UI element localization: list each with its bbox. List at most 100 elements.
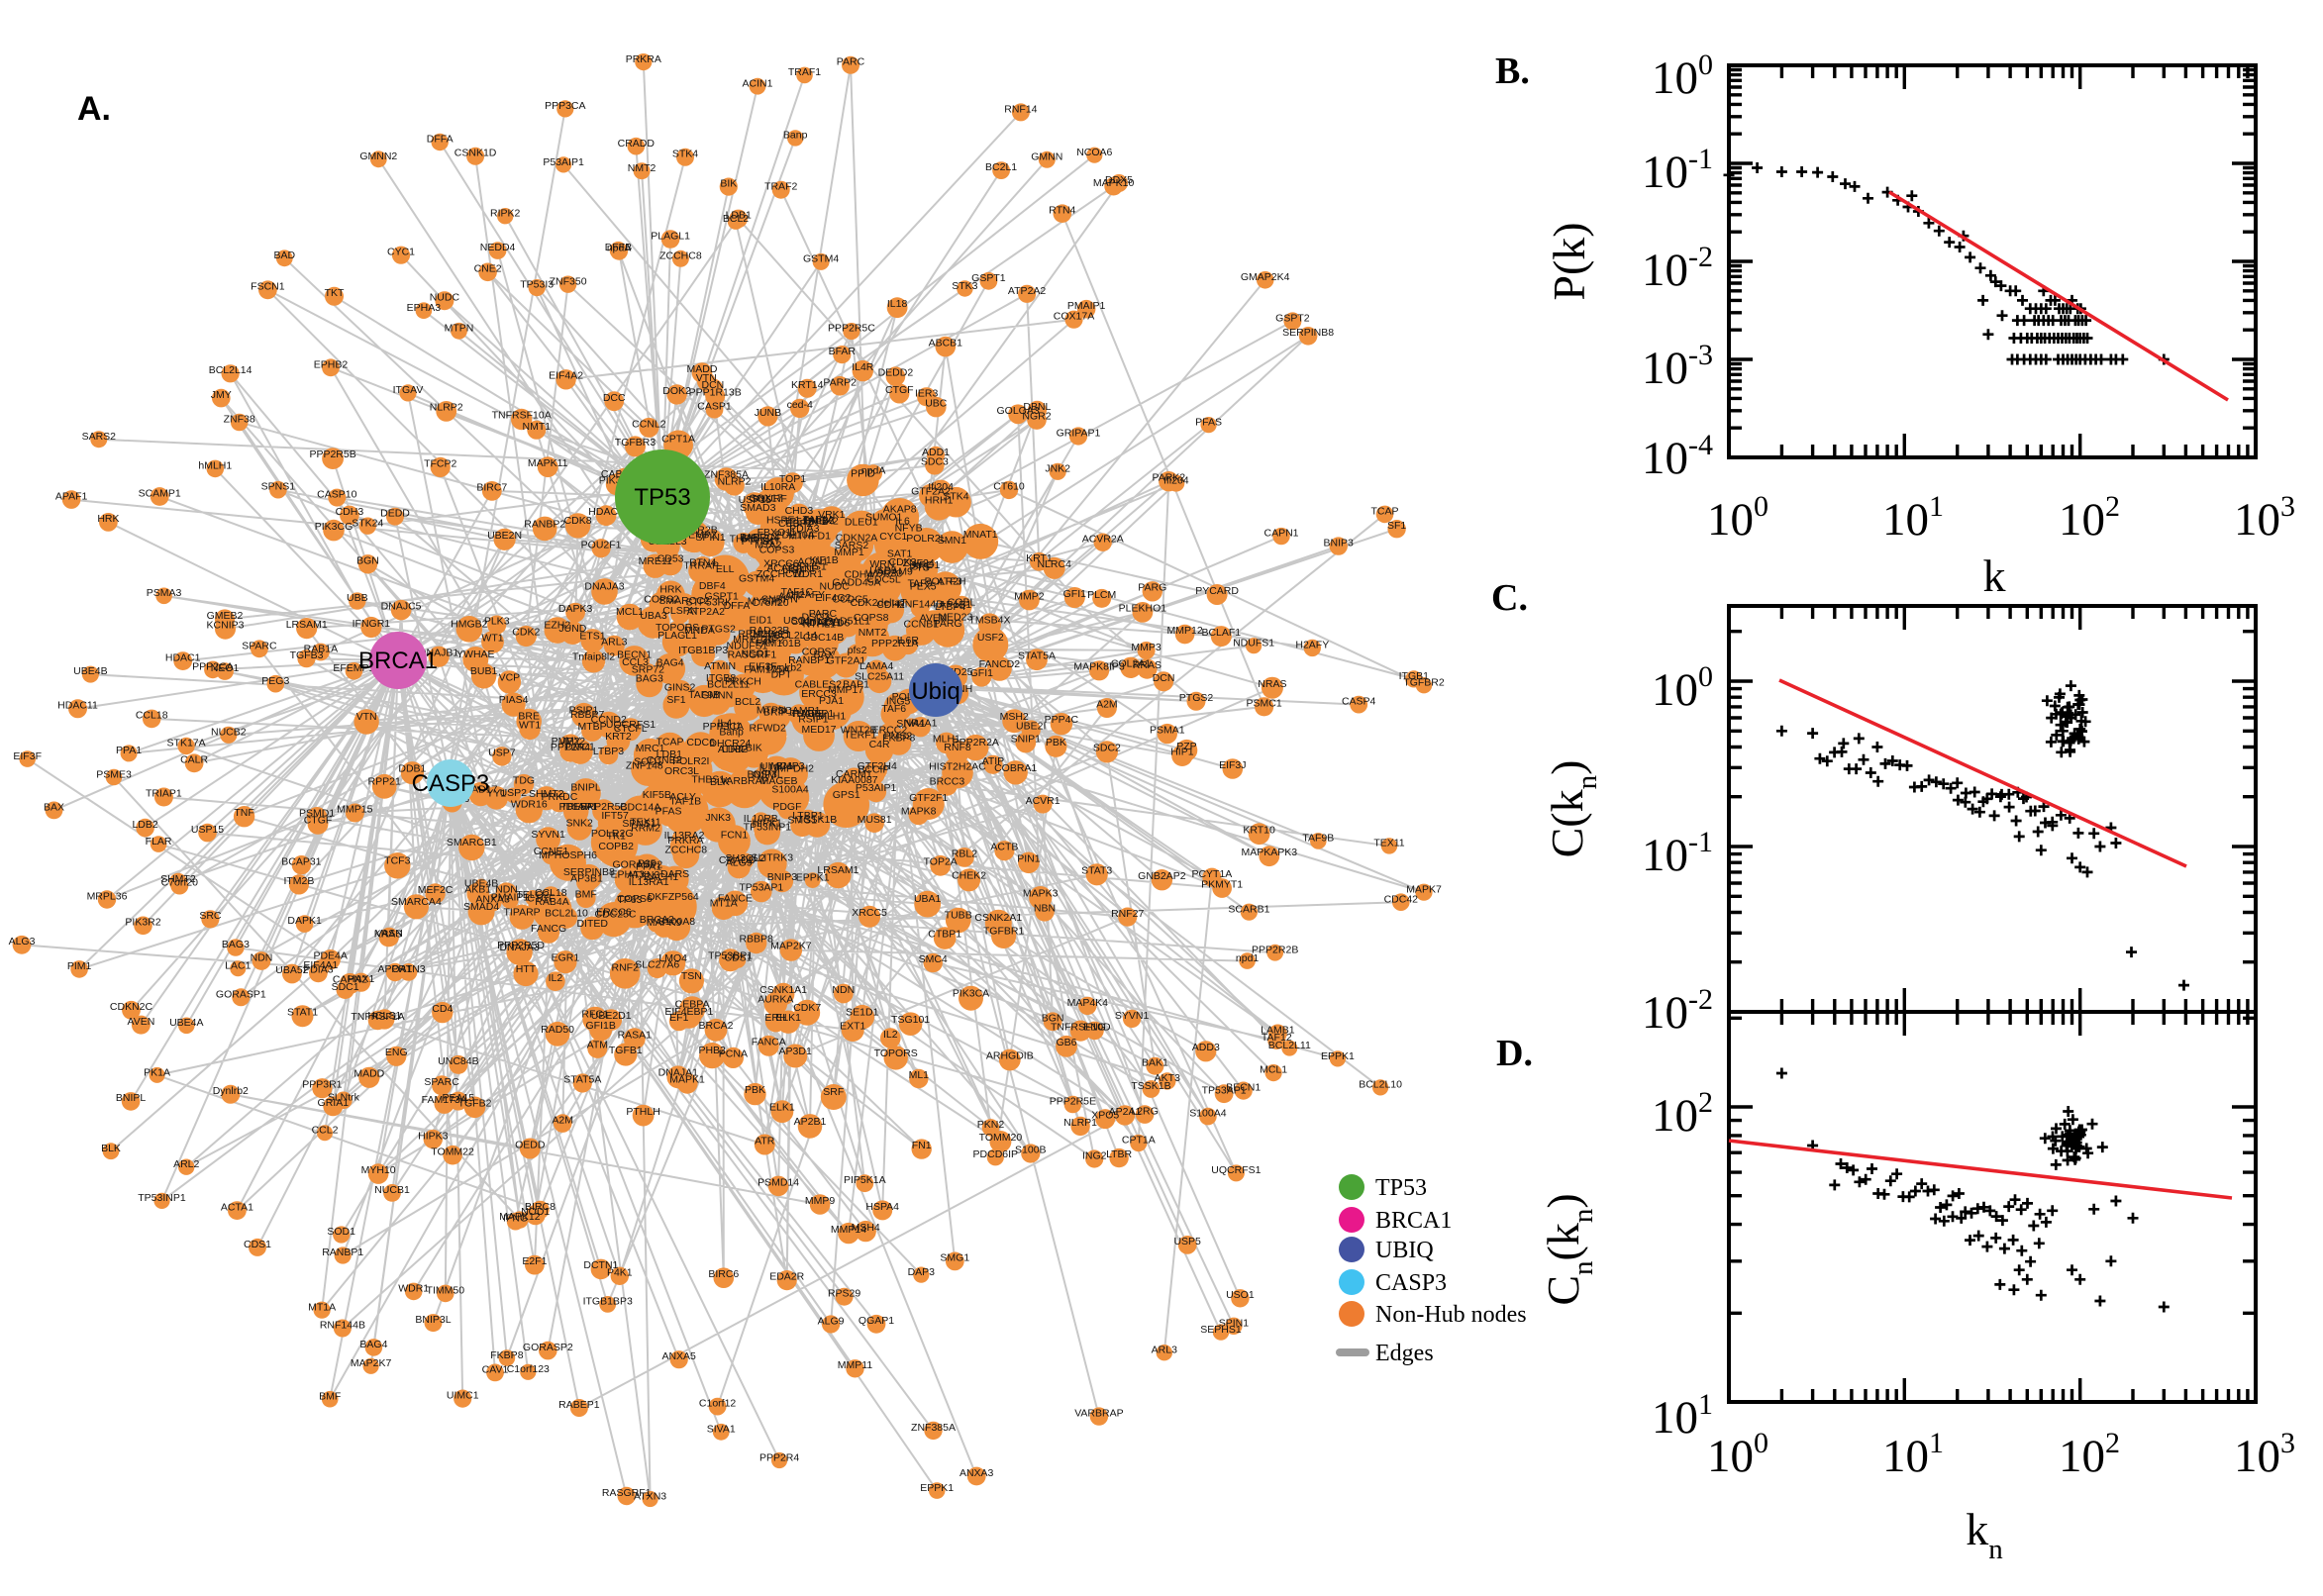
svg-text:SF1: SF1 — [1387, 520, 1406, 532]
svg-text:MRPL36: MRPL36 — [87, 890, 128, 902]
svg-text:NP: NP — [804, 563, 819, 575]
svg-text:MNAT1: MNAT1 — [963, 529, 998, 541]
svg-text:MUS81: MUS81 — [858, 814, 892, 826]
svg-text:SCAMP1: SCAMP1 — [139, 487, 181, 499]
svg-text:TNFRSF10A: TNFRSF10A — [492, 410, 552, 422]
svg-text:PPP4C: PPP4C — [1045, 714, 1079, 726]
svg-text:CDC14A: CDC14A — [620, 801, 660, 813]
svg-text:PHB2: PHB2 — [698, 1045, 726, 1056]
svg-text:AURKA: AURKA — [758, 994, 793, 1006]
svg-text:VTN: VTN — [356, 711, 377, 723]
svg-text:PPP2R4: PPP2R4 — [551, 742, 590, 753]
svg-text:RRAS: RRAS — [1133, 659, 1162, 671]
svg-text:SNURF: SNURF — [752, 493, 787, 505]
svg-text:P35: P35 — [638, 857, 656, 869]
svg-text:PDCD6IP: PDCD6IP — [973, 1148, 1019, 1160]
svg-text:FAM173A: FAM173A — [422, 1094, 467, 1106]
svg-text:MRPL36: MRPL36 — [733, 634, 773, 646]
svg-text:RNF144B: RNF144B — [320, 1320, 365, 1332]
svg-text:BCCIP: BCCIP — [858, 763, 889, 775]
svg-text:HIP1: HIP1 — [1170, 747, 1194, 758]
svg-text:HRK: HRK — [659, 583, 681, 595]
svg-text:Dynlrb2: Dynlrb2 — [213, 1085, 249, 1097]
svg-text:EXT1: EXT1 — [840, 1020, 865, 1032]
svg-text:COPS3: COPS3 — [759, 544, 795, 555]
svg-text:PBK: PBK — [1046, 737, 1066, 748]
svg-text:STK17A: STK17A — [167, 738, 206, 749]
svg-text:IER3: IER3 — [915, 388, 939, 400]
svg-text:SAT1: SAT1 — [887, 549, 913, 560]
svg-text:KRT14: KRT14 — [791, 379, 824, 391]
svg-text:ALG9: ALG9 — [818, 1315, 845, 1327]
svg-text:PCYT1A: PCYT1A — [1191, 868, 1232, 880]
svg-text:npdA: npdA — [607, 243, 632, 254]
svg-text:UBE4A: UBE4A — [169, 1017, 203, 1029]
svg-text:USP15: USP15 — [739, 494, 771, 506]
svg-text:Ifi204: Ifi204 — [1163, 474, 1189, 486]
svg-text:ORC3L: ORC3L — [664, 765, 699, 777]
svg-text:PSIP1: PSIP1 — [569, 705, 599, 717]
svg-text:POLR2G: POLR2G — [591, 828, 634, 840]
svg-text:TSN: TSN — [681, 970, 702, 982]
svg-text:ITGB1: ITGB1 — [1399, 670, 1430, 682]
svg-text:BCL2L14: BCL2L14 — [209, 364, 252, 376]
svg-text:BAX: BAX — [813, 648, 834, 660]
svg-text:RNF14: RNF14 — [1004, 103, 1037, 115]
svg-text:ACVR2A: ACVR2A — [1082, 534, 1124, 546]
svg-text:Ubiq: Ubiq — [911, 678, 960, 705]
svg-text:103: 103 — [2234, 1427, 2295, 1482]
svg-text:TK1: TK1 — [607, 831, 626, 843]
svg-text:STK4: STK4 — [672, 149, 698, 160]
svg-text:IL6R: IL6R — [897, 635, 920, 647]
svg-text:PTGS2: PTGS2 — [1179, 692, 1214, 704]
svg-text:XRCC6: XRCC6 — [763, 557, 799, 569]
svg-text:MADD: MADD — [354, 1068, 384, 1080]
svg-text:SEPHS1: SEPHS1 — [785, 560, 827, 572]
svg-text:IFT57: IFT57 — [601, 810, 629, 822]
svg-text:MSH4: MSH4 — [852, 1222, 880, 1234]
svg-text:TP53INP1: TP53INP1 — [744, 821, 792, 833]
svg-text:MED23: MED23 — [938, 611, 972, 623]
svg-text:UBE2D1: UBE2D1 — [591, 1010, 632, 1022]
svg-text:COPS7: COPS7 — [802, 647, 838, 658]
svg-text:SE1D1: SE1D1 — [846, 1007, 878, 1019]
svg-text:MAPK1: MAPK1 — [669, 1073, 705, 1085]
svg-text:FBXO11: FBXO11 — [758, 527, 797, 539]
svg-text:TP53BP1: TP53BP1 — [708, 950, 753, 962]
svg-text:UBIQ: UBIQ — [1375, 1238, 1434, 1263]
svg-text:COX17: COX17 — [749, 492, 783, 504]
svg-text:IMPDH2: IMPDH2 — [774, 763, 814, 775]
svg-text:IL18: IL18 — [887, 298, 908, 310]
svg-text:P4K1: P4K1 — [607, 1267, 633, 1279]
svg-text:SHMT2: SHMT2 — [529, 788, 564, 800]
svg-text:VCP: VCP — [499, 672, 521, 684]
svg-text:ERH: ERH — [764, 1012, 786, 1024]
svg-text:H2AFY: H2AFY — [791, 589, 825, 601]
svg-text:ZCCHC8: ZCCHC8 — [665, 845, 708, 856]
svg-text:pfs2: pfs2 — [848, 645, 867, 656]
svg-text:ERCC6: ERCC6 — [596, 907, 632, 919]
svg-text:AKT3: AKT3 — [1155, 1072, 1180, 1084]
svg-text:Non-Hub nodes: Non-Hub nodes — [1375, 1302, 1527, 1328]
svg-text:BAK1: BAK1 — [1142, 1057, 1168, 1069]
svg-text:BIRC8: BIRC8 — [525, 1201, 556, 1213]
svg-text:CLSPN: CLSPN — [662, 605, 697, 617]
svg-text:PPP3CA: PPP3CA — [703, 721, 744, 733]
svg-text:PCNA: PCNA — [719, 1048, 748, 1060]
svg-text:PPP3R1: PPP3R1 — [302, 1079, 342, 1091]
svg-text:FANCG: FANCG — [531, 923, 566, 935]
svg-text:GTF2A2: GTF2A2 — [911, 485, 951, 497]
svg-text:HDAC11: HDAC11 — [57, 700, 98, 712]
svg-text:PSMC1: PSMC1 — [1247, 698, 1282, 710]
svg-text:GORASP2: GORASP2 — [523, 1342, 573, 1353]
svg-text:HTT: HTT — [516, 963, 537, 975]
svg-text:PPID: PPID — [851, 468, 875, 480]
svg-text:TCAP: TCAP — [1370, 505, 1398, 517]
svg-text:BAG3: BAG3 — [222, 939, 250, 950]
svg-text:CCNE1: CCNE1 — [534, 846, 569, 857]
svg-text:GINS2: GINS2 — [664, 682, 696, 694]
svg-text:COBRA1: COBRA1 — [994, 762, 1037, 774]
svg-text:10-1: 10-1 — [1642, 826, 1713, 881]
svg-text:UBB: UBB — [347, 592, 368, 604]
svg-text:CCND2: CCND2 — [591, 714, 627, 726]
